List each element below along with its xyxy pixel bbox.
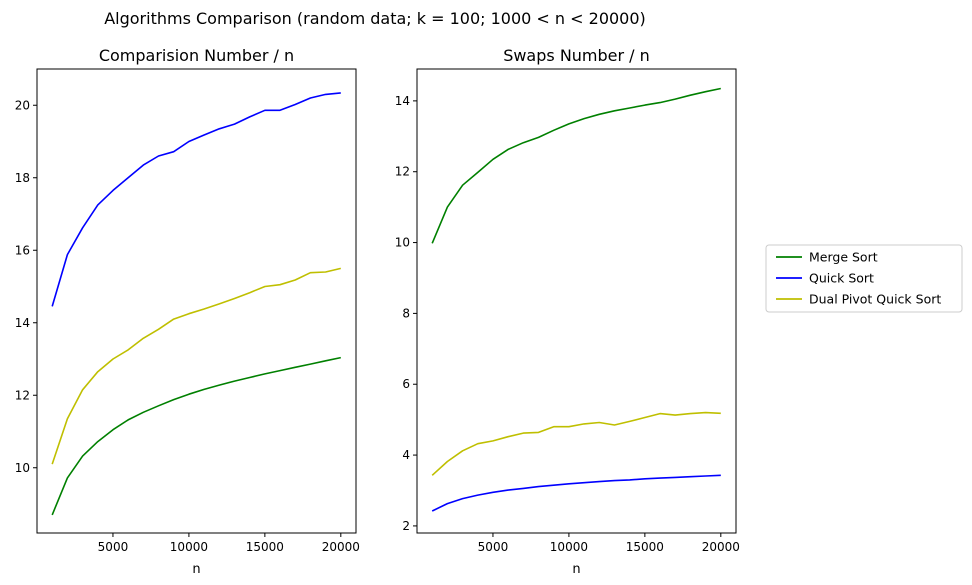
- legend-items: Merge Sort Quick Sort Dual Pivot Quick Sor…: [776, 250, 941, 307]
- legend-label-dual-pivot-quick-sort: Dual Pivot Quick Sort: [809, 292, 941, 307]
- series-group: [51, 92, 341, 516]
- series-line-dual-pivot-quick-sort: [51, 267, 341, 465]
- y-tick-label: 18: [15, 171, 30, 185]
- plot-area: [416, 68, 737, 534]
- y-tick-label: 4: [402, 448, 410, 462]
- x-tick-label: 5000: [98, 540, 129, 554]
- series-line-quick-sort: [431, 474, 721, 512]
- y-tick-label: 6: [402, 377, 410, 391]
- y-tick-label: 16: [15, 243, 30, 257]
- series-line-dual-pivot-quick-sort: [431, 411, 721, 476]
- series-line-merge-sort: [431, 87, 721, 244]
- y-tick-label: 12: [395, 165, 410, 179]
- series-group: [431, 87, 721, 512]
- y-tick-label: 20: [15, 98, 30, 112]
- x-tick-label: 10000: [550, 540, 588, 554]
- y-tick-label: 10: [15, 461, 30, 475]
- panel-title-comparisons: Comparision Number / n: [99, 46, 294, 65]
- y-tick-label: 14: [15, 316, 30, 330]
- y-tick-label: 8: [402, 306, 410, 320]
- y-tick-label: 14: [395, 94, 410, 108]
- panel-swaps: Swaps Number / n 5000 10000 15000 20000 2 4 6 8…: [395, 46, 740, 577]
- y-tick-label: 12: [15, 388, 30, 402]
- figure-suptitle: Algorithms Comparison (random data; k = …: [104, 9, 646, 28]
- y-tick-label: 2: [402, 519, 410, 533]
- legend: Merge Sort Quick Sort Dual Pivot Quick Sor…: [765, 244, 963, 313]
- x-axis-label: n: [192, 562, 200, 577]
- x-tick-label: 10000: [170, 540, 208, 554]
- x-axis-label: n: [572, 562, 580, 577]
- y-tick-label: 10: [395, 236, 410, 250]
- x-tick-label: 15000: [626, 540, 664, 554]
- tick-group: 5000 10000 15000 20000 2 4 6 8 10 12 14: [395, 94, 740, 554]
- x-tick-label: 20000: [702, 540, 740, 554]
- x-tick-label: 15000: [246, 540, 284, 554]
- x-tick-label: 5000: [478, 540, 509, 554]
- legend-label-merge-sort: Merge Sort: [809, 250, 878, 265]
- series-line-merge-sort: [51, 356, 341, 516]
- panel-comparisons: Comparision Number / n 5000 10000 15000 200…: [15, 46, 360, 577]
- legend-box: [765, 244, 963, 313]
- series-line-quick-sort: [51, 92, 341, 307]
- panel-title-swaps: Swaps Number / n: [503, 46, 650, 65]
- x-tick-label: 20000: [322, 540, 360, 554]
- legend-label-quick-sort: Quick Sort: [809, 271, 874, 286]
- plot-area: [36, 68, 357, 534]
- tick-group: 5000 10000 15000 20000 10 12 14 16 18 20: [15, 98, 360, 554]
